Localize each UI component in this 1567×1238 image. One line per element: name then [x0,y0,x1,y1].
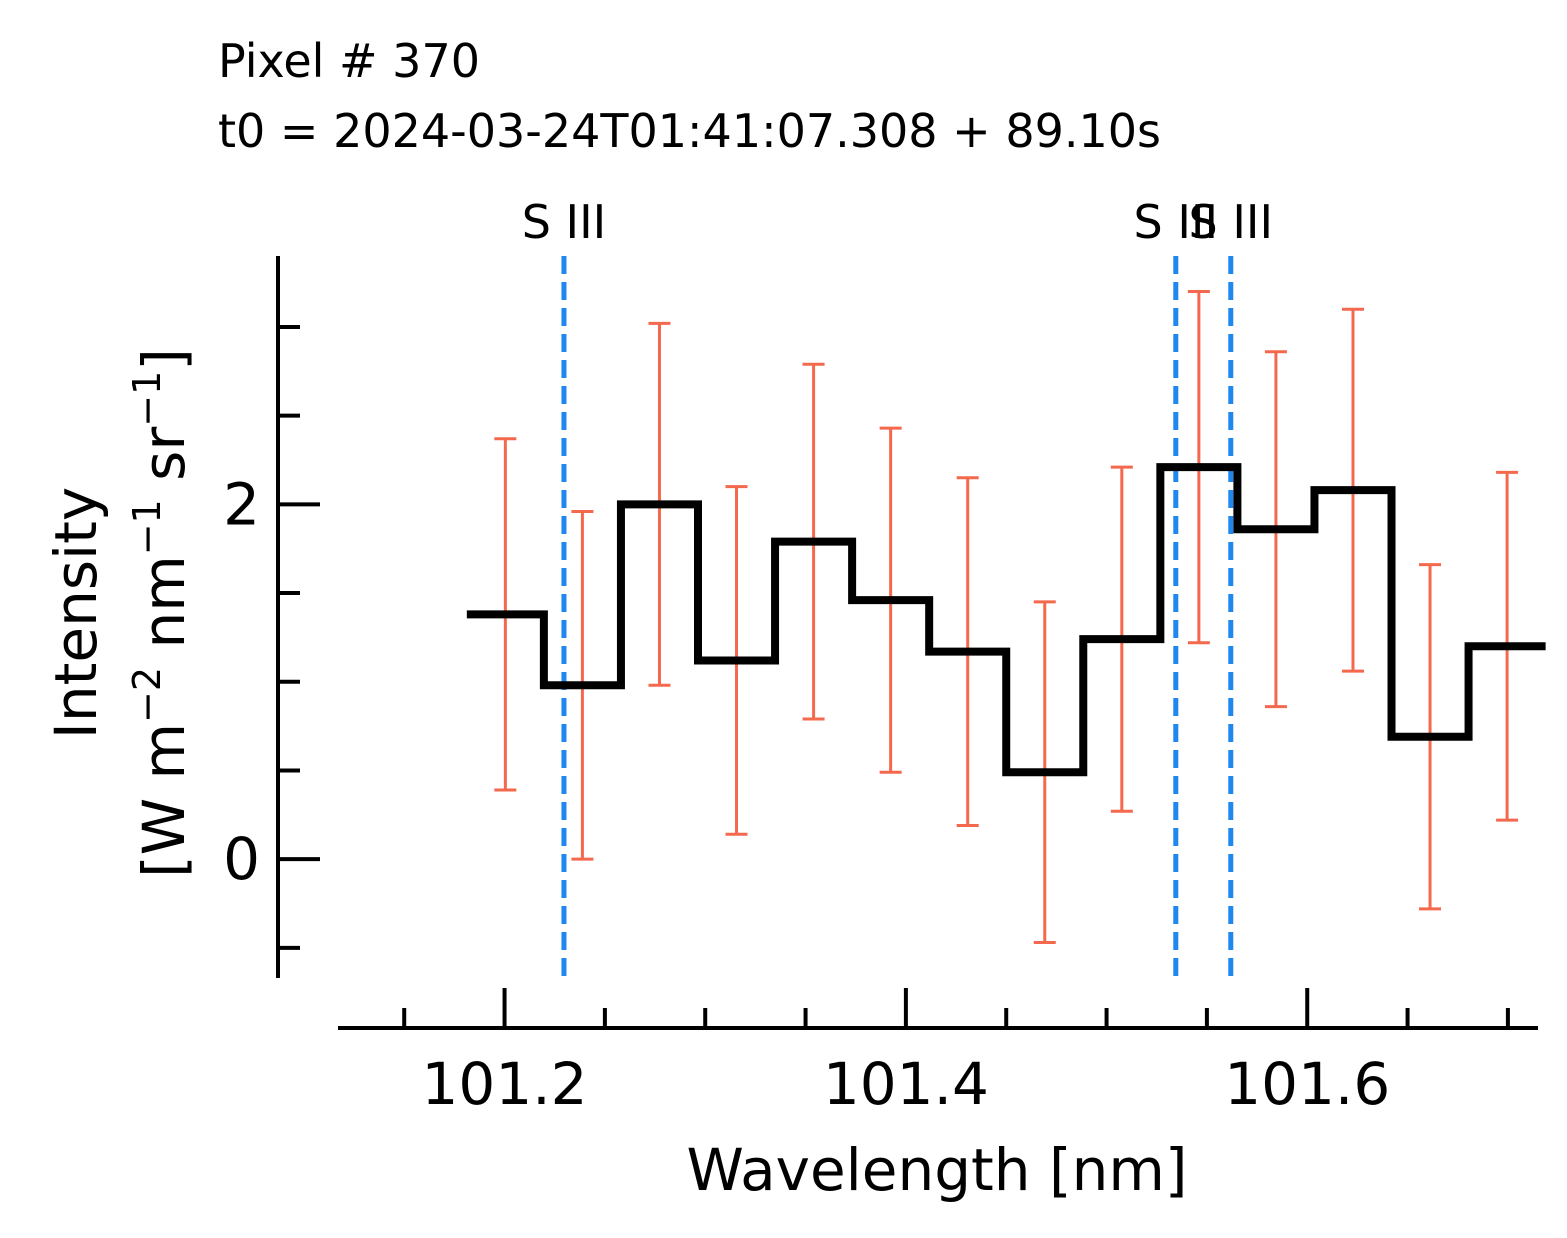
ylabel-suffix: ] [130,348,198,371]
ylabel-nm-exponent: −1 [125,499,169,555]
x-tick-label: 101.2 [422,1050,588,1118]
ylabel-sr-exponent: −1 [125,371,169,427]
y-axis-label-units: [W m−2 nm−1 sr−1] [125,348,198,878]
annotation-label: S III [1134,195,1219,249]
x-tick-label: 101.6 [1224,1050,1390,1118]
ylabel-prefix: [W m [130,723,198,878]
title-line-1: Pixel # 370 [218,34,480,88]
y-axis-label-line-2: [W m−2 nm−1 sr−1] [125,348,198,878]
y-axis-label-intensity: Intensity [42,487,110,739]
y-tick-label: 0 [223,825,260,893]
error-bars [494,289,1519,945]
ylabel-sr: sr [130,427,198,500]
y-axis-label-line-1: Intensity [42,487,110,739]
ylabel-nm: nm [130,555,198,667]
x-axis-label: Wavelength [nm] [686,1136,1187,1204]
intensity-step-line [466,463,1546,777]
annotation-label: S III [1189,195,1274,249]
y-tick-label: 2 [223,470,260,538]
title-line-2: t0 = 2024-03-24T01:41:07.308 + 89.10s [218,104,1161,158]
ylabel-m-exponent: −2 [125,667,169,723]
y-ticks: 02 [223,324,320,950]
x-tick-label: 101.4 [823,1050,989,1118]
x-ticks: 101.2 101.4 101.6 [402,988,1510,1118]
annotation-label: S III [522,195,607,249]
